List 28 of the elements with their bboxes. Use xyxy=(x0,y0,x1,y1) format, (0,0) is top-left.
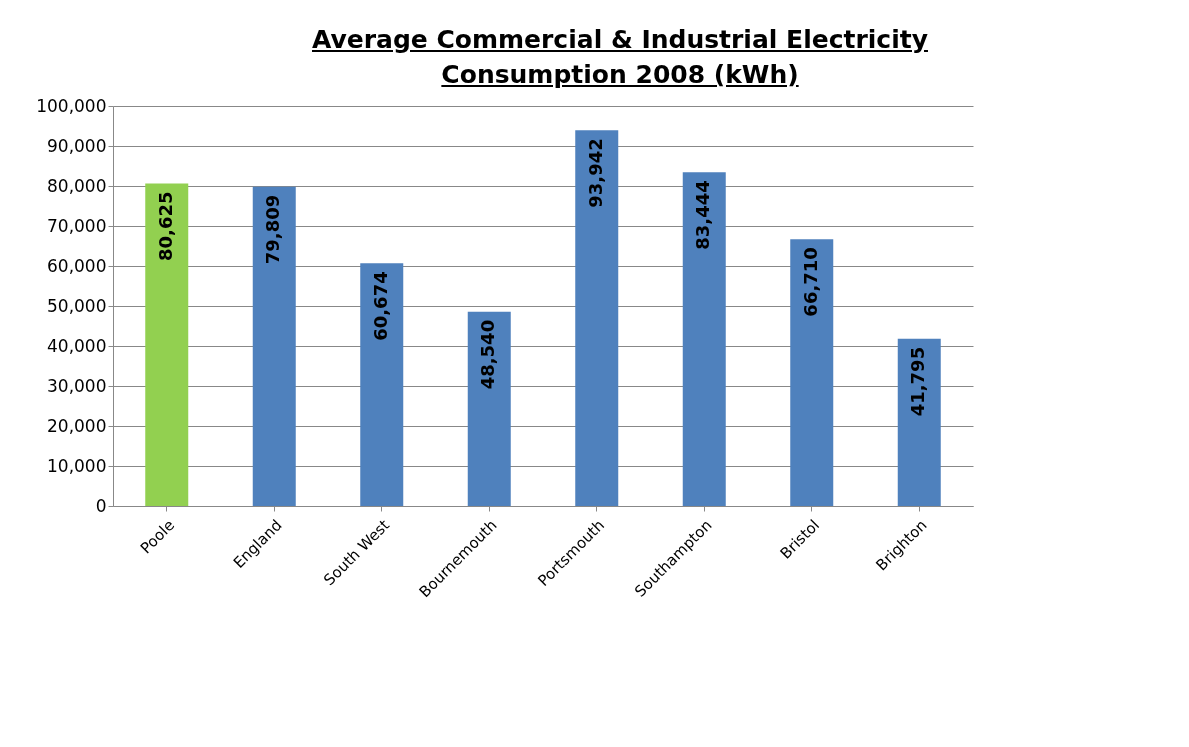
data-label: 93,942 xyxy=(584,138,606,208)
data-label: 80,625 xyxy=(154,191,176,261)
chart-title: Average Commercial & Industrial Electricity Consumption 2008 (kWh) xyxy=(311,24,929,91)
data-label: 79,809 xyxy=(262,194,284,265)
y-tick-label: 10,000 xyxy=(47,455,107,476)
bar xyxy=(897,338,941,506)
data-label: 83,444 xyxy=(692,180,714,250)
bar xyxy=(790,239,834,506)
y-tick-label: 60,000 xyxy=(47,255,107,276)
y-tick-label: 90,000 xyxy=(47,135,107,156)
bar xyxy=(252,186,296,506)
bar xyxy=(145,183,189,506)
y-tick-label: 50,000 xyxy=(47,295,107,316)
y-tick-label: 80,000 xyxy=(47,175,107,196)
y-tick-label: 20,000 xyxy=(47,415,107,436)
y-tick-label: 70,000 xyxy=(47,215,107,236)
bar xyxy=(360,263,404,506)
y-tick-label: 40,000 xyxy=(47,335,107,356)
y-tick-label: 100,000 xyxy=(36,95,107,116)
data-label: 66,710 xyxy=(799,247,821,317)
bar xyxy=(467,311,511,506)
data-label: 48,540 xyxy=(477,319,499,390)
data-label: 41,795 xyxy=(907,346,929,417)
y-tick-label: 30,000 xyxy=(47,375,107,396)
bar xyxy=(575,130,619,506)
bar xyxy=(682,172,726,506)
data-label: 60,674 xyxy=(369,271,391,341)
y-tick-label: 0 xyxy=(95,495,107,516)
